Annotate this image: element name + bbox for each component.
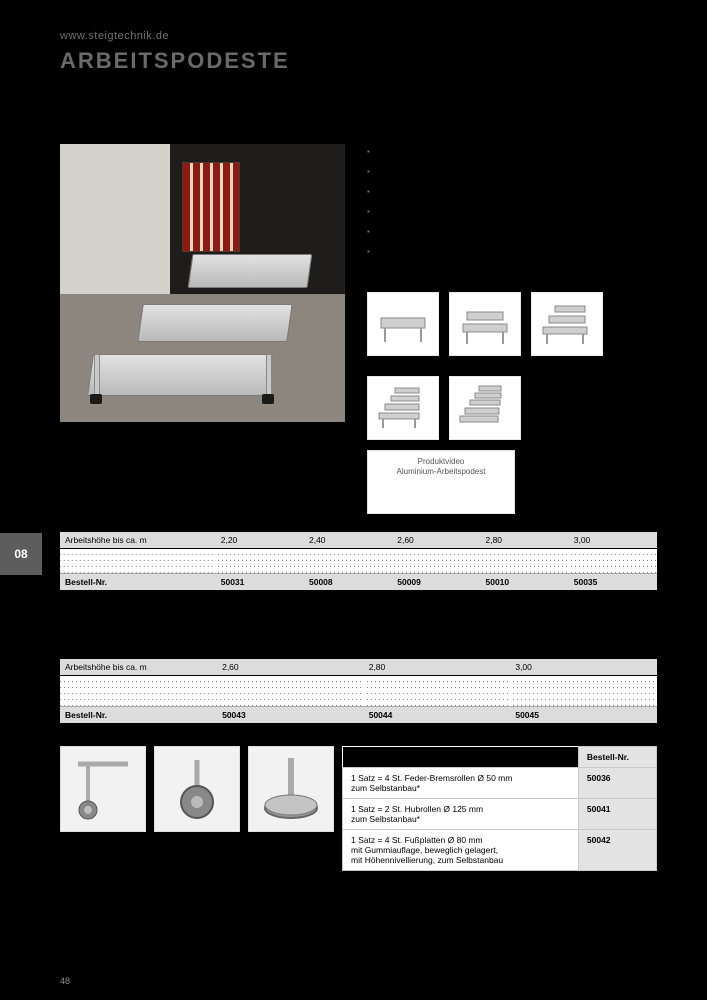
row-value: 2,40 — [304, 532, 392, 549]
row-value: 3,00 — [510, 659, 657, 676]
accessory-description: 1 Satz = 2 St. Hubrollen Ø 125 mm zum Se… — [343, 799, 579, 830]
table-row: Bestell-Nr.500435004450045 — [60, 707, 657, 724]
feature-bullet — [367, 244, 657, 264]
product-thumbnail — [449, 292, 521, 356]
accessory-order-nr: 50041 — [578, 799, 656, 830]
accessory-thumbnail — [60, 746, 146, 832]
product-thumbnail — [367, 376, 439, 440]
accessory-thumbnail — [248, 746, 334, 832]
row-value: 50044 — [364, 707, 511, 724]
feature-bullet-list — [367, 144, 657, 264]
feature-bullet — [367, 204, 657, 224]
table-row: Bestell-Nr.5003150008500095001050035 — [60, 574, 657, 591]
row-value: 50009 — [392, 574, 480, 591]
spec-table-1: Arbeitshöhe bis ca. m2,202,402,602,803,0… — [60, 532, 657, 591]
row-value: 2,80 — [364, 659, 511, 676]
hero-product-photo — [60, 144, 345, 422]
row-label: Arbeitshöhe bis ca. m — [60, 532, 216, 549]
row-value: 50031 — [216, 574, 304, 591]
row-value: 50008 — [304, 574, 392, 591]
page-title: ARBEITSPODESTE — [60, 48, 657, 74]
row-value: 2,20 — [216, 532, 304, 549]
site-url: www.steigtechnik.de — [60, 30, 657, 42]
table-row: Bestell-Nr. — [343, 747, 657, 768]
row-label: Arbeitshöhe bis ca. m — [60, 659, 217, 676]
product-thumbnail — [367, 292, 439, 356]
section-tab: 08 — [0, 533, 42, 575]
feature-bullet — [367, 184, 657, 204]
row-value: 3,00 — [569, 532, 657, 549]
row-value: 2,80 — [480, 532, 568, 549]
table-row: 1 Satz = 2 St. Hubrollen Ø 125 mm zum Se… — [343, 799, 657, 830]
accessory-description: 1 Satz = 4 St. Fußplatten Ø 80 mm mit Gu… — [343, 830, 579, 871]
row-value: 50035 — [569, 574, 657, 591]
accessory-description: 1 Satz = 4 St. Feder-Bremsrollen Ø 50 mm… — [343, 768, 579, 799]
row-value: 50043 — [217, 707, 364, 724]
table-row: 1 Satz = 4 St. Fußplatten Ø 80 mm mit Gu… — [343, 830, 657, 871]
row-label: Bestell-Nr. — [60, 707, 217, 724]
feature-bullet — [367, 144, 657, 164]
product-video-box[interactable]: Produktvideo Aluminium-Arbeitspodest — [367, 450, 515, 514]
video-label-1: Produktvideo — [368, 457, 514, 467]
row-value: 2,60 — [217, 659, 364, 676]
product-thumbnail — [531, 292, 603, 356]
accessory-thumbnail — [154, 746, 240, 832]
accessory-table: Bestell-Nr.1 Satz = 4 St. Feder-Bremsrol… — [342, 746, 657, 871]
table-row: Arbeitshöhe bis ca. m2,202,402,602,803,0… — [60, 532, 657, 549]
product-thumbnail — [449, 376, 521, 440]
row-value: 50010 — [480, 574, 568, 591]
column-header: Bestell-Nr. — [578, 747, 656, 768]
row-value: 2,60 — [392, 532, 480, 549]
table-row: 1 Satz = 4 St. Feder-Bremsrollen Ø 50 mm… — [343, 768, 657, 799]
row-label: Bestell-Nr. — [60, 574, 216, 591]
video-label-2: Aluminium-Arbeitspodest — [368, 467, 514, 477]
page-number: 48 — [60, 976, 70, 986]
table-row: Arbeitshöhe bis ca. m2,602,803,00 — [60, 659, 657, 676]
accessory-order-nr: 50042 — [578, 830, 656, 871]
feature-bullet — [367, 224, 657, 244]
accessory-order-nr: 50036 — [578, 768, 656, 799]
row-value: 50045 — [510, 707, 657, 724]
feature-bullet — [367, 164, 657, 184]
spec-table-2: Arbeitshöhe bis ca. m2,602,803,00 Bestell… — [60, 659, 657, 724]
